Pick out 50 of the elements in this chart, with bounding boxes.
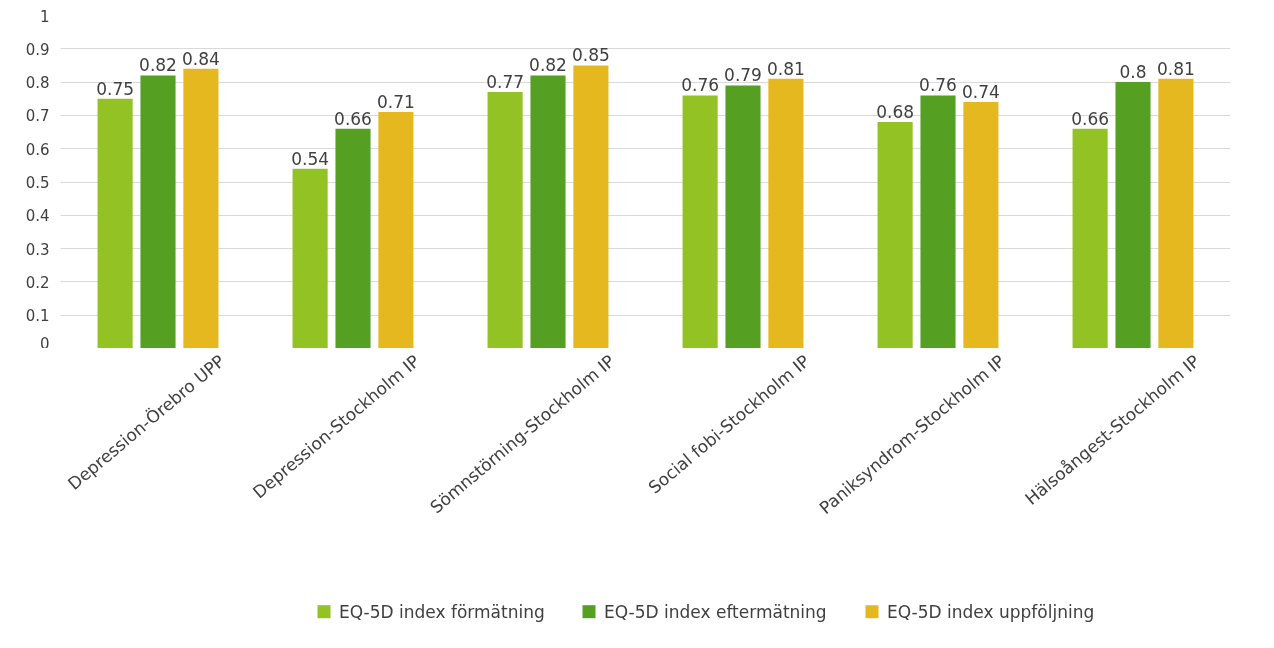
data-label: 0.81 [766, 58, 805, 79]
bar [1115, 82, 1151, 348]
y-tick-label: 0.4 [25, 207, 50, 226]
bar [140, 75, 176, 348]
data-label: 0.82 [139, 55, 177, 76]
bar [530, 75, 566, 348]
data-label: 0.75 [96, 78, 135, 99]
bar [682, 95, 718, 348]
data-label: 0.54 [291, 148, 330, 169]
data-label: 0.77 [486, 72, 525, 93]
y-tick-label: 1 [39, 7, 50, 26]
bar [335, 128, 371, 348]
data-label: 0.66 [1071, 108, 1110, 129]
y-tick-label: 0.2 [25, 273, 50, 292]
bar [183, 68, 219, 348]
bar [920, 95, 956, 348]
data-label: 0.85 [571, 45, 610, 66]
bar [725, 85, 761, 348]
data-label: 0.79 [724, 65, 762, 86]
data-label: 0.84 [181, 48, 220, 69]
y-tick-label: 0.3 [25, 240, 50, 259]
y-tick-label: 0.5 [25, 174, 50, 192]
bar [877, 122, 913, 348]
y-tick-label: 0.7 [25, 107, 50, 126]
data-label: 0.66 [334, 108, 372, 129]
data-label: 0.81 [1156, 58, 1195, 79]
legend-label: EQ-5D index eftermätning [604, 601, 827, 622]
bar [768, 78, 804, 348]
data-label: 0.74 [961, 82, 1000, 103]
bar [97, 98, 133, 348]
data-label: 0.68 [876, 102, 915, 123]
bar [963, 102, 999, 348]
bar [573, 65, 609, 348]
legend-label: EQ-5D index förmätning [339, 601, 545, 622]
bar [1072, 128, 1108, 348]
bar [1158, 78, 1194, 348]
y-tick-label: 0.6 [25, 140, 50, 159]
data-label: 0.71 [376, 92, 415, 113]
y-tick-label: 0.9 [25, 40, 50, 59]
bar [487, 92, 523, 348]
bar [378, 112, 414, 348]
data-label: 0.8 [1119, 62, 1147, 83]
data-label: 0.76 [681, 75, 720, 96]
y-tick-label: 0 [39, 334, 50, 353]
data-label: 0.76 [919, 75, 957, 96]
data-label: 0.82 [529, 55, 567, 76]
legend-label: EQ-5D index uppföljning [887, 601, 1095, 622]
y-tick-label: 0.8 [25, 74, 50, 93]
bar [292, 168, 328, 348]
y-tick-label: 0.1 [25, 307, 50, 326]
